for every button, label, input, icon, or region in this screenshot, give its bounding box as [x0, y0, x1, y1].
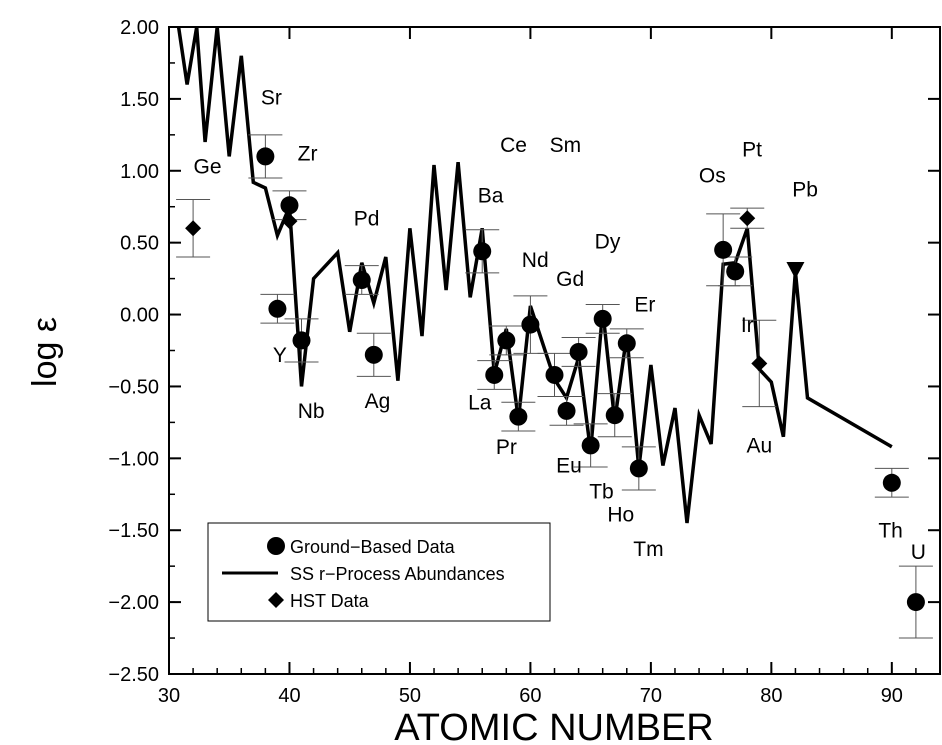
- x-tick-label: 30: [158, 685, 180, 707]
- ground-data-point: [545, 365, 564, 384]
- x-tick-label: 60: [519, 685, 541, 707]
- ground-data-point: [352, 271, 371, 290]
- pb-upper-limit-point: [786, 261, 805, 279]
- ground-data-point: [521, 315, 540, 334]
- element-label: Os: [699, 164, 726, 187]
- y-tick-label: 0.00: [120, 305, 159, 327]
- element-label: Tm: [633, 538, 663, 561]
- ground-data-point: [256, 147, 275, 166]
- ground-data-point: [509, 407, 528, 426]
- ground-data-point: [485, 365, 504, 384]
- y-tick-label: 1.50: [120, 89, 159, 111]
- element-label: Au: [746, 435, 772, 458]
- y-axis-title: log ε: [26, 317, 64, 387]
- ground-data-point: [473, 242, 492, 261]
- ground-data-point: [280, 196, 299, 215]
- element-label: Sm: [550, 134, 582, 157]
- x-tick-label: 90: [881, 685, 903, 707]
- element-label: Pt: [742, 138, 762, 161]
- legend-diamond-marker: [268, 592, 284, 608]
- element-label: Ge: [194, 156, 222, 179]
- data-markers: [185, 147, 925, 612]
- element-label: Dy: [595, 230, 621, 253]
- ground-data-point: [268, 299, 287, 318]
- ground-data-point: [605, 406, 624, 425]
- legend-label-hst: HST Data: [290, 591, 370, 611]
- ss-rprocess-line-group: [176, 27, 893, 524]
- y-tick-label: 0.50: [120, 233, 159, 255]
- ground-data-point: [557, 401, 576, 420]
- ground-data-point: [497, 331, 516, 350]
- element-label: Nb: [298, 400, 325, 423]
- x-axis-title: ATOMIC NUMBER: [394, 707, 714, 745]
- element-label: Ag: [365, 390, 391, 413]
- element-label: Th: [878, 519, 903, 542]
- y-tick-label: −1.00: [108, 448, 159, 470]
- ground-data-point: [292, 331, 311, 350]
- ground-data-point: [593, 309, 612, 328]
- ground-data-point: [629, 459, 648, 478]
- element-label: Gd: [556, 268, 584, 291]
- ground-data-point: [726, 262, 745, 281]
- x-tick-label: 70: [640, 685, 662, 707]
- ground-data-point: [906, 593, 925, 612]
- element-label: Y: [273, 344, 287, 367]
- y-tick-label: −0.50: [108, 376, 159, 398]
- hst-data-point: [739, 210, 756, 227]
- y-tick-label: 1.00: [120, 161, 159, 183]
- ground-data-point: [364, 345, 383, 364]
- legend-label-ground: Ground−Based Data: [290, 537, 456, 557]
- ground-data-point: [581, 436, 600, 455]
- x-tick-label: 40: [278, 685, 300, 707]
- element-label: Er: [634, 294, 655, 317]
- hst-data-point: [281, 213, 298, 230]
- ground-data-point: [714, 240, 733, 259]
- element-label: La: [468, 391, 492, 414]
- element-label: Ho: [607, 504, 634, 527]
- ground-data-point: [569, 342, 588, 361]
- element-label: Pd: [354, 207, 380, 230]
- legend: Ground−Based Data SS r−Process Abundance…: [207, 522, 551, 622]
- ground-data-point: [617, 334, 636, 353]
- element-label: Nd: [522, 249, 549, 272]
- element-label: Sr: [261, 87, 282, 110]
- element-label: Pr: [496, 436, 517, 459]
- y-tick-label: −2.50: [108, 664, 159, 686]
- axes: 2.00 1.50 1.00 0.50 0.00 −0.50 −1.00 −1.50 −2.00…: [108, 17, 941, 707]
- element-label: Tb: [589, 481, 614, 504]
- element-label: Ba: [478, 184, 504, 207]
- hst-data-point: [185, 220, 202, 237]
- legend-label-ss: SS r−Process Abundances: [290, 564, 505, 584]
- element-label: Pb: [792, 179, 818, 202]
- element-label: Zr: [298, 143, 318, 166]
- y-tick-label: −1.50: [108, 520, 159, 542]
- y-tick-label: 2.00: [120, 17, 159, 39]
- legend-circle-marker: [267, 537, 285, 555]
- x-tick-label: 50: [399, 685, 421, 707]
- y-tick-label: −2.00: [108, 592, 159, 614]
- element-label: Ce: [500, 134, 527, 157]
- hst-data-point: [751, 355, 768, 372]
- element-label: Ir: [741, 314, 754, 337]
- ground-data-point: [882, 473, 901, 492]
- ss-rprocess-line: [176, 27, 893, 524]
- element-label: U: [911, 541, 926, 564]
- element-label: Eu: [556, 455, 582, 478]
- x-tick-label: 80: [760, 685, 782, 707]
